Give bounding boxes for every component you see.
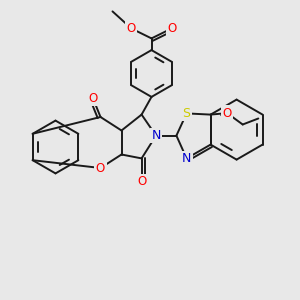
Text: O: O: [88, 92, 98, 105]
Text: O: O: [223, 106, 232, 120]
Text: O: O: [127, 22, 136, 35]
Text: O: O: [137, 175, 146, 188]
Text: N: N: [182, 152, 191, 165]
Text: O: O: [167, 22, 176, 35]
Text: O: O: [96, 161, 105, 175]
Text: S: S: [183, 107, 190, 120]
Text: N: N: [151, 129, 161, 142]
